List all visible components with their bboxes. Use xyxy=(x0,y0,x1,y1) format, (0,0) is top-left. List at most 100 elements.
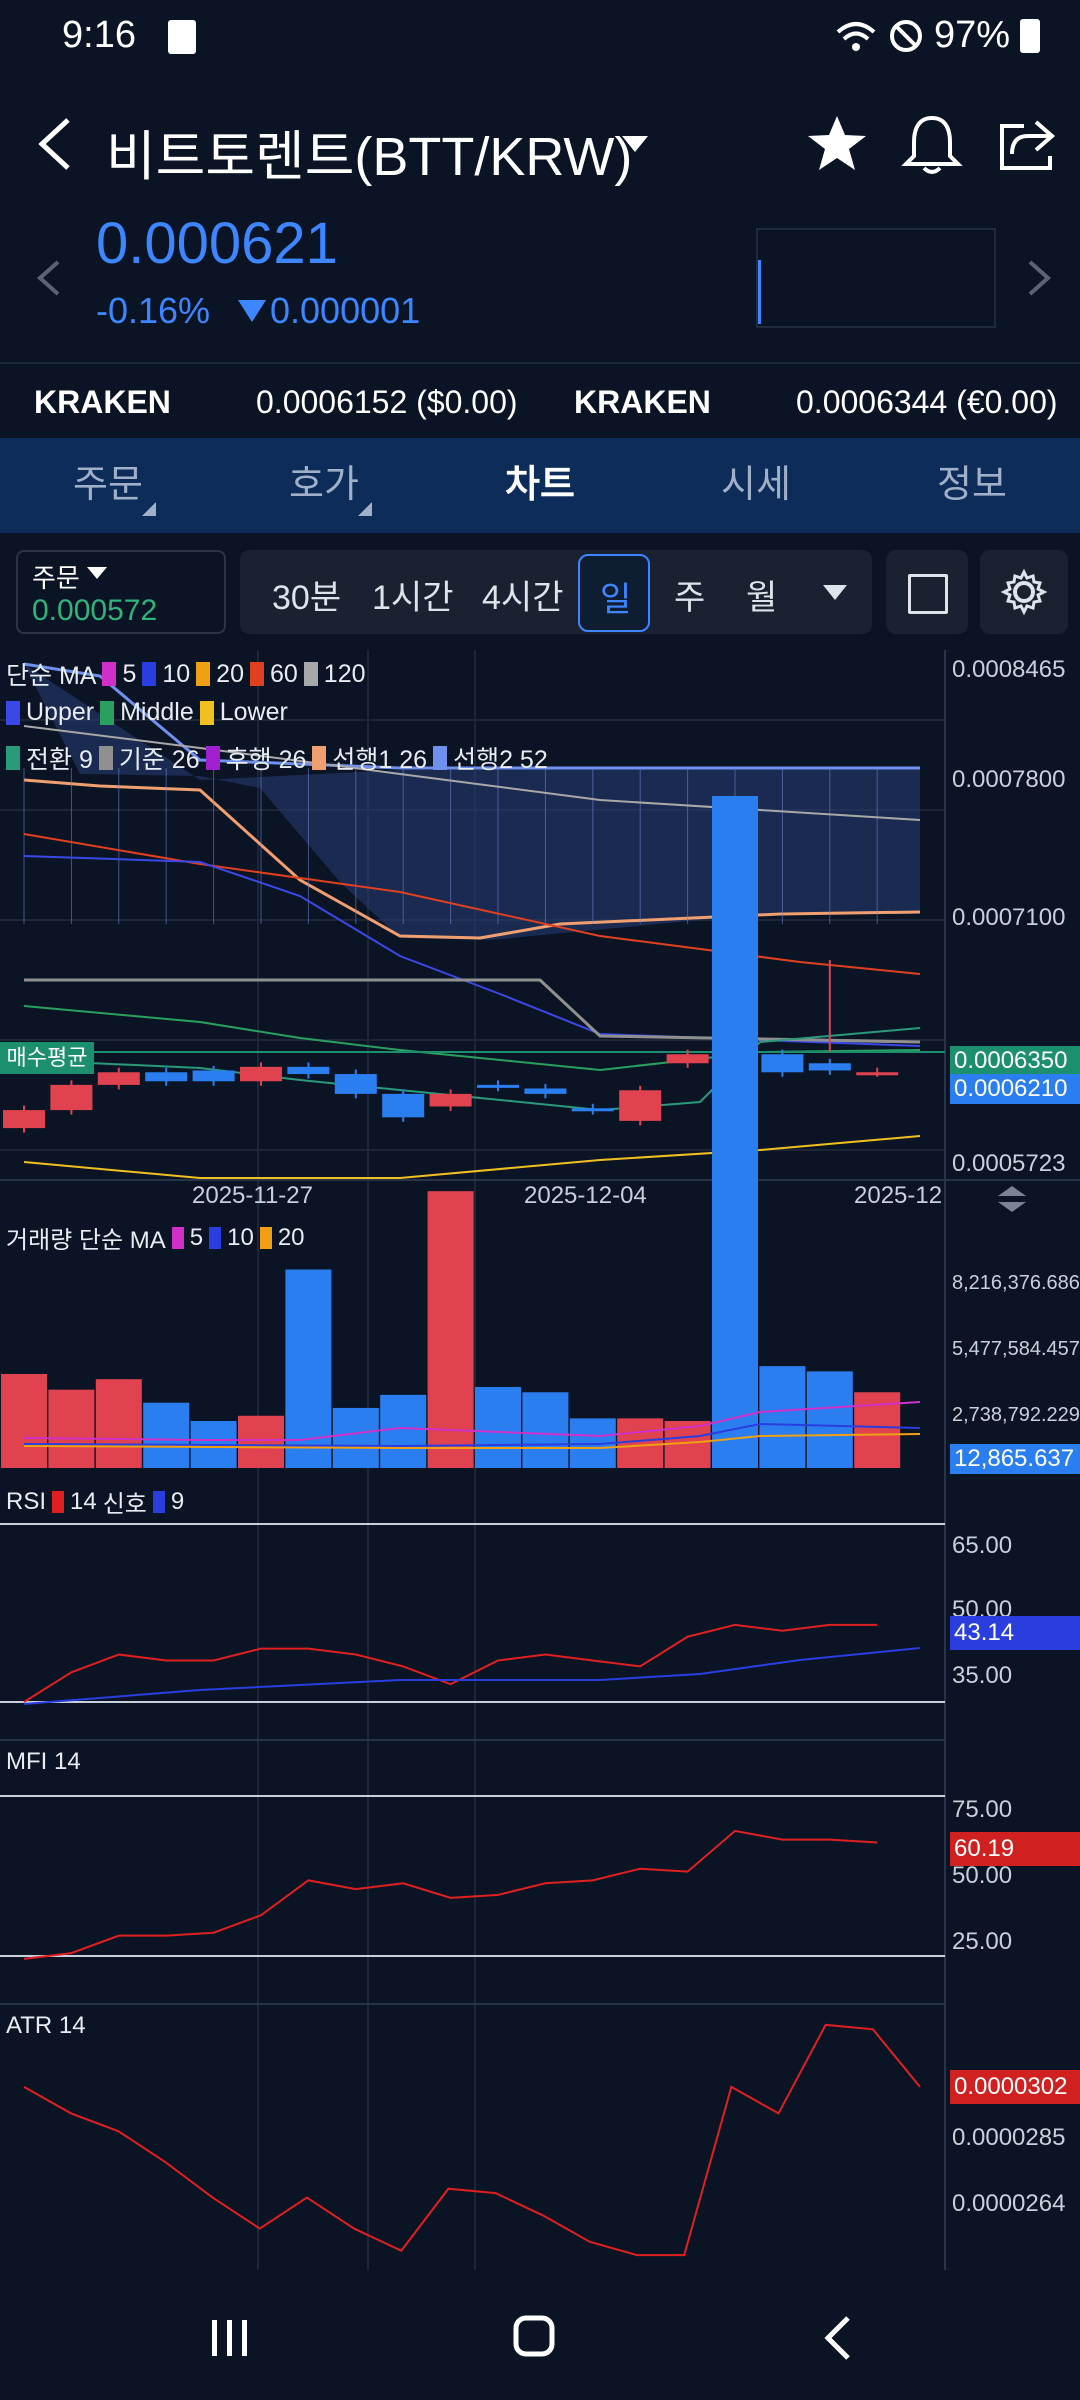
bb-lower-line xyxy=(23,1135,921,1179)
interval-week[interactable]: 주 xyxy=(674,579,706,617)
volume-bar xyxy=(238,1415,284,1468)
share-icon[interactable] xyxy=(996,112,1060,176)
down-triangle-icon xyxy=(238,300,266,322)
dropdown-icon xyxy=(87,567,107,579)
current-price: 0.000621 xyxy=(96,211,338,276)
volume-bar xyxy=(285,1269,332,1468)
mini-chart xyxy=(756,228,996,328)
candle-body xyxy=(856,1072,899,1076)
status-time: 9:16 xyxy=(62,14,136,56)
bell-icon[interactable] xyxy=(900,112,964,176)
back-icon[interactable] xyxy=(30,114,80,174)
corner-mark xyxy=(358,502,372,516)
order-label: 주문 xyxy=(32,563,80,593)
candle-body xyxy=(761,1054,804,1073)
home-icon[interactable] xyxy=(512,2314,558,2360)
corner-mark xyxy=(142,502,156,516)
ichimoku-span-b xyxy=(23,662,920,770)
interval-group: 30분 1시간 4시간 일 주 월 xyxy=(240,550,872,634)
interval-30m[interactable]: 30분 xyxy=(272,579,342,617)
order-price: 0.000572 xyxy=(32,594,158,627)
dnd-icon xyxy=(889,19,922,52)
volume-ma-10 xyxy=(23,1422,921,1448)
exchange-value: 0.0006344 (€0.00) xyxy=(796,384,1058,420)
volume-bar xyxy=(332,1407,379,1468)
settings-button[interactable] xyxy=(980,550,1068,634)
volume-bar xyxy=(806,1371,853,1468)
exchange-row: KRAKEN 0.0006152 ($0.00) KRAKEN 0.000634… xyxy=(0,362,1080,440)
candle-body xyxy=(3,1110,45,1129)
mini-chart-line xyxy=(758,260,761,324)
candle-body xyxy=(524,1088,567,1094)
volume-bar xyxy=(95,1379,142,1468)
exchange-name: KRAKEN xyxy=(574,384,711,420)
tab-label: 호가 xyxy=(289,464,359,506)
prev-arrow-icon[interactable] xyxy=(34,258,64,298)
recents-icon[interactable] xyxy=(208,2316,252,2360)
candle-body xyxy=(429,1093,472,1107)
chart-area[interactable] xyxy=(0,650,1080,2270)
ichimoku-cloud xyxy=(24,664,920,940)
candle-body xyxy=(240,1066,282,1082)
ichimoku-span-a xyxy=(23,778,921,940)
candle-body xyxy=(334,1074,377,1094)
system-nav-bar xyxy=(0,2270,1080,2400)
interval-day-label: 일 xyxy=(600,581,632,619)
notification-icon xyxy=(168,20,196,54)
volume-bar xyxy=(712,796,758,1468)
tab-quotes[interactable]: 시세 xyxy=(648,438,864,533)
status-bar: 9:16 97% xyxy=(0,0,1080,78)
volume-bar xyxy=(48,1389,95,1468)
fullscreen-button[interactable] xyxy=(886,550,968,634)
page-title[interactable]: 비트토렌트(BTT/KRW) xyxy=(106,127,633,187)
back-nav-icon[interactable] xyxy=(820,2314,856,2362)
candle-body xyxy=(619,1090,662,1121)
tab-label: 차트 xyxy=(505,464,575,506)
interval-month[interactable]: 월 xyxy=(746,579,778,617)
mfi-line xyxy=(23,1829,878,1960)
volume-bar xyxy=(1,1373,47,1468)
candle-body xyxy=(571,1108,614,1112)
candle-body xyxy=(666,1054,709,1064)
interval-day[interactable]: 일 xyxy=(578,554,650,632)
tab-chart[interactable]: 차트 xyxy=(432,438,648,533)
chevron-down-icon[interactable] xyxy=(620,132,650,156)
change-amount: 0.000001 xyxy=(270,290,421,331)
volume-ma-5 xyxy=(23,1401,921,1441)
rsi-line xyxy=(23,1623,878,1703)
volume-bar xyxy=(380,1394,427,1468)
interval-1h[interactable]: 1시간 xyxy=(372,579,454,617)
change-percent: -0.16% xyxy=(96,290,211,331)
square-icon xyxy=(908,574,948,614)
candle-body xyxy=(382,1093,425,1118)
volume-bar xyxy=(617,1418,664,1468)
order-price-box[interactable]: 주문 0.000572 xyxy=(16,550,226,634)
volume-bar xyxy=(759,1366,806,1468)
star-icon[interactable] xyxy=(806,112,868,174)
candle-body xyxy=(287,1066,330,1075)
tab-label: 시세 xyxy=(721,464,791,506)
exchange-value: 0.0006152 ($0.00) xyxy=(256,384,518,420)
candle-body xyxy=(192,1070,235,1082)
volume-bar xyxy=(522,1392,569,1468)
tab-info[interactable]: 정보 xyxy=(864,438,1080,533)
volume-bar xyxy=(475,1387,521,1468)
tab-orderbook[interactable]: 호가 xyxy=(216,438,432,533)
tab-label: 정보 xyxy=(937,464,1007,506)
next-arrow-icon[interactable] xyxy=(1024,258,1054,298)
interval-4h[interactable]: 4시간 xyxy=(482,579,564,617)
ma-60-line xyxy=(23,833,921,975)
gear-icon xyxy=(1000,568,1048,616)
candle-body xyxy=(50,1084,93,1111)
ichimoku-base-line xyxy=(24,978,921,1044)
tab-bar: 주문 호가 차트 시세 정보 xyxy=(0,438,1080,533)
status-right: 97% xyxy=(834,14,1040,57)
tab-label: 주문 xyxy=(73,464,143,506)
dropdown-icon[interactable] xyxy=(822,584,848,602)
header: 비트토렌트(BTT/KRW) xyxy=(0,90,1080,200)
atr-line xyxy=(23,2023,921,2257)
battery-icon xyxy=(1020,18,1040,53)
battery-level: 97% xyxy=(933,14,1010,56)
volume-bar xyxy=(427,1191,474,1468)
tab-order[interactable]: 주문 xyxy=(0,438,216,533)
